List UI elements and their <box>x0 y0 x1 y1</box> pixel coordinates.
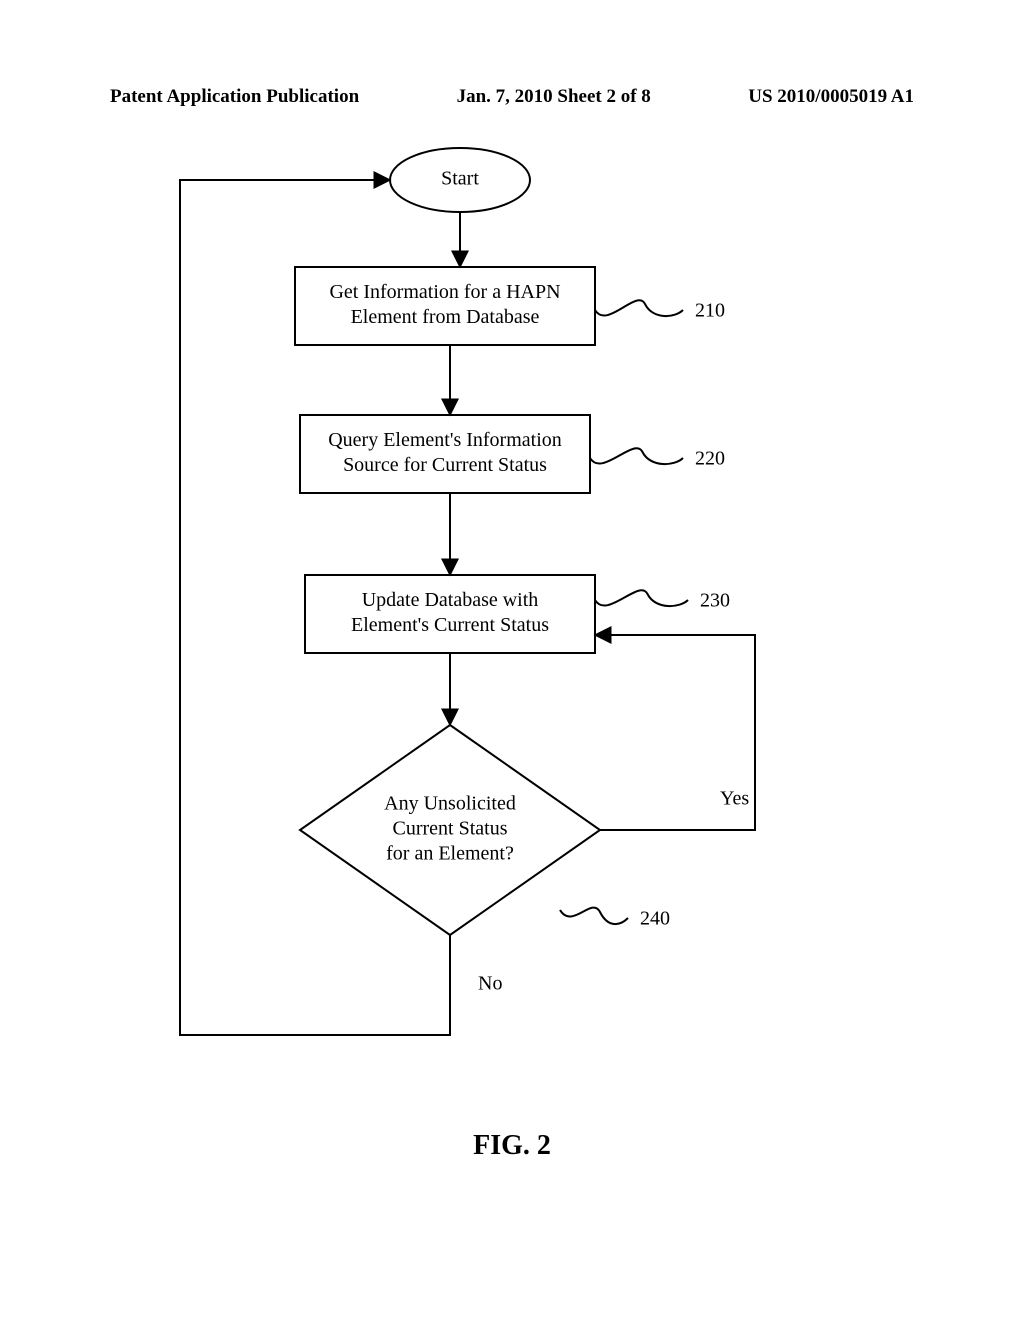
page: Patent Application Publication Jan. 7, 2… <box>0 0 1024 1320</box>
svg-text:Any Unsolicited: Any Unsolicited <box>384 793 516 815</box>
svg-text:Element's Current Status: Element's Current Status <box>351 614 549 636</box>
svg-text:220: 220 <box>695 448 725 470</box>
figure-label: FIG. 2 <box>0 1130 1024 1162</box>
svg-text:Start: Start <box>441 168 479 190</box>
svg-text:Current Status: Current Status <box>393 818 508 840</box>
svg-text:230: 230 <box>700 590 730 612</box>
svg-text:210: 210 <box>695 300 725 322</box>
svg-text:240: 240 <box>640 908 670 930</box>
svg-text:Query Element's Information: Query Element's Information <box>328 429 562 451</box>
svg-text:Element from Database: Element from Database <box>351 306 540 328</box>
svg-text:Source for Current Status: Source for Current Status <box>343 454 547 476</box>
svg-text:Yes: Yes <box>720 788 749 810</box>
svg-text:Update Database with: Update Database with <box>362 589 539 611</box>
svg-text:for an Element?: for an Element? <box>386 843 514 865</box>
flowchart: Start Get Information for a HAPN Element f… <box>0 0 1024 1325</box>
svg-text:No: No <box>478 973 502 995</box>
svg-text:Get Information for a HAPN: Get Information for a HAPN <box>329 281 560 303</box>
